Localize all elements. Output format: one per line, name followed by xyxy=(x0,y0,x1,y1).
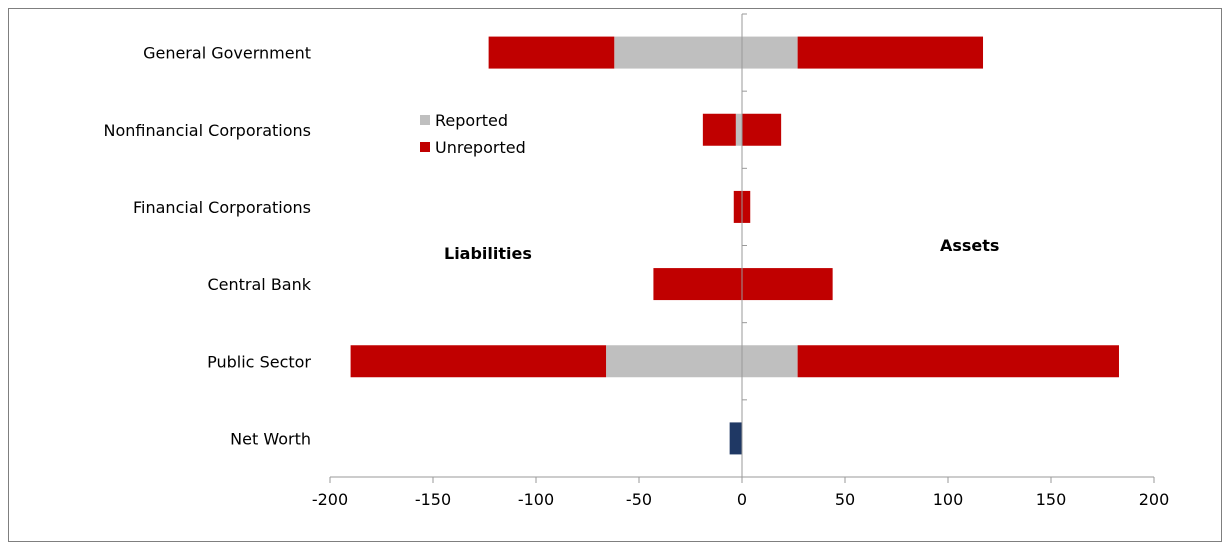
bars-group xyxy=(350,36,1119,455)
category-label-central-bank: Central Bank xyxy=(207,275,311,294)
labels-group: General Government Nonfinancial Corporati… xyxy=(104,44,1170,509)
legend-swatch-reported xyxy=(420,115,430,125)
legend-label-reported: Reported xyxy=(435,111,508,130)
bar-reported-assets-general-government xyxy=(742,36,798,69)
x-tick-label: 150 xyxy=(1036,490,1067,509)
bar-unreported-liabilities-financial-corporations xyxy=(733,190,742,223)
annotation-liabilities: Liabilities xyxy=(444,244,532,263)
annotation-assets: Assets xyxy=(940,236,999,255)
category-label-nonfinancial-corporations: Nonfinancial Corporations xyxy=(104,121,312,140)
x-tick-label: 50 xyxy=(835,490,855,509)
x-tick-label: 0 xyxy=(737,490,747,509)
x-tick-label: -50 xyxy=(626,490,652,509)
bar-reported-assets-public-sector xyxy=(742,345,798,378)
axes-group xyxy=(329,13,1155,483)
chart-svg: General Government Nonfinancial Corporati… xyxy=(104,13,1170,509)
bar-unreported-assets-public-sector xyxy=(797,345,1119,378)
x-tick-label: 200 xyxy=(1139,490,1170,509)
bar-unreported-assets-central-bank xyxy=(742,268,833,301)
category-label-general-government: General Government xyxy=(143,44,311,63)
chart-frame: General Government Nonfinancial Corporati… xyxy=(8,8,1222,542)
category-label-net-worth: Net Worth xyxy=(230,429,311,448)
x-tick-label: 100 xyxy=(933,490,964,509)
bar-unreported-liabilities-central-bank xyxy=(653,268,742,301)
x-tick-label: -100 xyxy=(518,490,554,509)
bar-unreported-liabilities-public-sector xyxy=(350,345,607,378)
legend-label-unreported: Unreported xyxy=(435,138,526,157)
bar-reported-liabilities-nonfinancial-corporations xyxy=(735,113,742,146)
bar-reported-liabilities-general-government xyxy=(614,36,742,69)
bar-unreported-liabilities-nonfinancial-corporations xyxy=(702,113,736,146)
bar-unreported-assets-nonfinancial-corporations xyxy=(742,113,782,146)
x-tick-label: -200 xyxy=(312,490,348,509)
bar-unreported-liabilities-general-government xyxy=(488,36,615,69)
category-label-public-sector: Public Sector xyxy=(207,352,311,371)
bar-reported-liabilities-public-sector xyxy=(606,345,742,378)
legend: Reported Unreported xyxy=(420,111,526,157)
x-tick-label: -150 xyxy=(415,490,451,509)
bar-unreported-assets-general-government xyxy=(797,36,984,69)
bar-unreported-assets-financial-corporations xyxy=(742,190,751,223)
bar-net-worth xyxy=(729,422,742,455)
legend-swatch-unreported xyxy=(420,142,430,152)
category-label-financial-corporations: Financial Corporations xyxy=(133,198,311,217)
